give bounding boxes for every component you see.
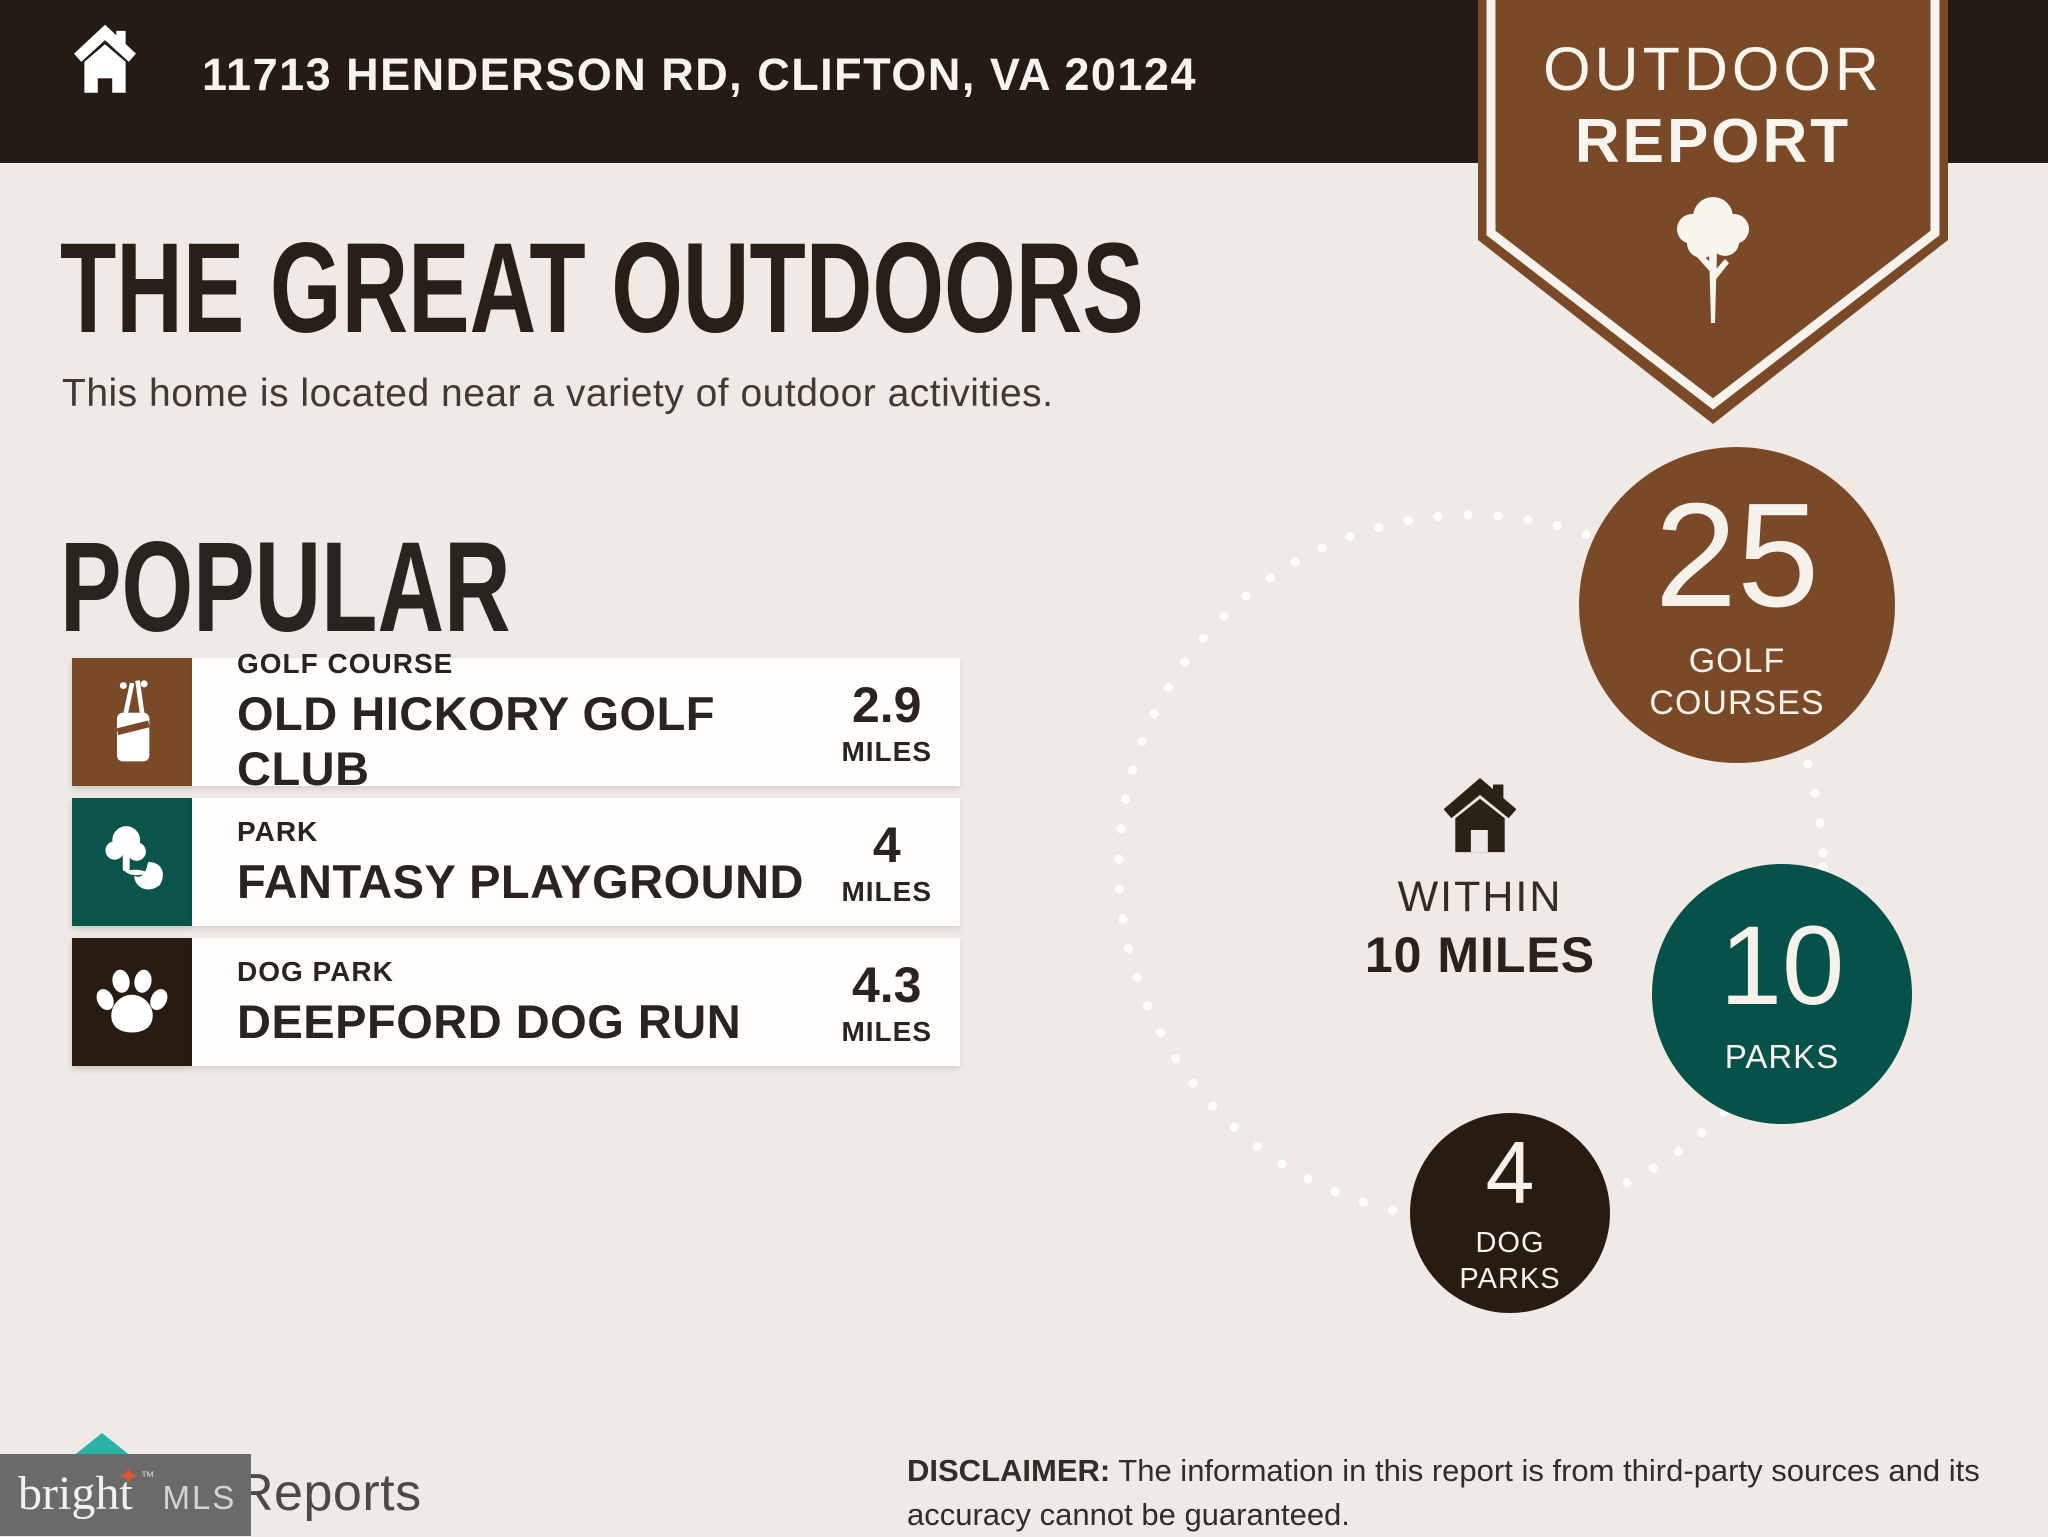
disclaimer-text: DISCLAIMER: The information in this repo… [907, 1449, 2017, 1537]
list-item-dog-park: DOG PARK DEEPFORD DOG RUN 4.3 MILES [72, 938, 960, 1066]
item-distance: 2.9 MILES [841, 676, 932, 768]
item-name: DEEPFORD DOG RUN [237, 994, 742, 1048]
trademark-symbol: ™ [140, 1468, 155, 1484]
stat-value: 10 [1719, 903, 1845, 1029]
distance-value: 4 [872, 817, 901, 873]
item-category: PARK [237, 815, 319, 847]
tree-icon [1677, 197, 1749, 323]
list-item-body: PARK FANTASY PLAYGROUND 4 MILES [192, 798, 960, 926]
park-trees-icon [72, 798, 192, 926]
list-item-body: GOLF COURSE OLD HICKORY GOLF CLUB 2.9 MI… [192, 648, 960, 795]
item-distance: 4 MILES [841, 816, 932, 908]
stat-value: 4 [1485, 1122, 1535, 1222]
distance-value: 2.9 [851, 677, 922, 733]
within-text: WITHIN [1397, 873, 1563, 921]
popular-list: GOLF COURSE OLD HICKORY GOLF CLUB 2.9 MI… [72, 648, 960, 1078]
stat-circle-golf-courses: 25 GOLF COURSES [1579, 447, 1895, 763]
item-distance: 4.3 MILES [841, 956, 932, 1048]
home-icon [74, 24, 136, 114]
disclaimer-line2: accuracy cannot be guaranteed. [907, 1497, 1350, 1532]
stat-circle-dog-parks: 4 DOG PARKS [1410, 1113, 1610, 1313]
list-item-body: DOG PARK DEEPFORD DOG RUN 4.3 MILES [192, 938, 960, 1066]
badge-title-line2: REPORT [1574, 107, 1852, 176]
stat-label: PARKS [1724, 1038, 1840, 1076]
badge-content: OUTDOOR REPORT [1478, 0, 1948, 330]
outdoor-report-badge: OUTDOOR REPORT [1478, 0, 1948, 424]
page-title: THE GREAT OUTDOORS [60, 217, 1144, 360]
item-name: FANTASY PLAYGROUND [237, 854, 804, 908]
within-distance: 10 MILES [1364, 927, 1596, 983]
home-icon [1443, 778, 1517, 853]
page-subtitle: This home is located near a variety of o… [62, 372, 1054, 415]
paw-icon [72, 938, 192, 1066]
distance-unit: MILES [841, 736, 932, 767]
mls-logo-text: MLS [162, 1479, 237, 1516]
stat-value: 25 [1654, 472, 1820, 638]
reports-logo-roof-icon [72, 1433, 132, 1457]
bright-logo-text: bright [18, 1467, 133, 1520]
bright-mls-watermark: bright ✦ ™ MLS [0, 1454, 251, 1536]
list-item-park: PARK FANTASY PLAYGROUND 4 MILES [72, 798, 960, 926]
disclaimer-label: DISCLAIMER: [907, 1453, 1111, 1488]
distance-unit: MILES [841, 876, 932, 907]
list-item-golf-course: GOLF COURSE OLD HICKORY GOLF CLUB 2.9 MI… [72, 648, 960, 795]
reports-logo-text: Reports [236, 1464, 422, 1522]
property-address: 11713 HENDERSON RD, CLIFTON, VA 20124 [202, 49, 1197, 100]
stat-circle-parks: 10 PARKS [1652, 864, 1912, 1124]
distance-unit: MILES [841, 1016, 932, 1047]
item-category: DOG PARK [237, 955, 394, 987]
popular-section-title: POPULAR [60, 516, 511, 659]
item-category: GOLF COURSE [237, 648, 454, 679]
disclaimer-line1: The information in this report is from t… [1110, 1453, 1980, 1488]
distance-value: 4.3 [851, 957, 922, 1013]
badge-title-line1: OUTDOOR [1543, 35, 1883, 103]
radius-dotted-circle [1114, 510, 1828, 1224]
star-icon: ✦ [117, 1461, 140, 1491]
golf-bag-icon [72, 658, 192, 786]
within-radius-label: WITHIN 10 MILES [1355, 778, 1605, 984]
stat-label: DOG PARKS [1459, 1226, 1561, 1295]
item-name: OLD HICKORY GOLF CLUB [237, 687, 715, 795]
stat-label: GOLF COURSES [1649, 641, 1825, 723]
